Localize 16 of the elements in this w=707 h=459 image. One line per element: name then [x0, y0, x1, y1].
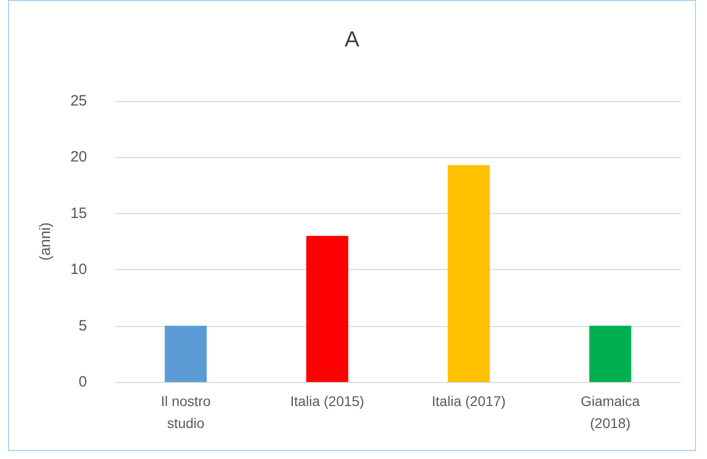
y-tick-label: 0: [78, 374, 87, 390]
chart-title: A: [344, 26, 360, 52]
y-tick-label: 10: [70, 261, 87, 278]
y-tick-label: 25: [70, 92, 87, 110]
bar: [164, 326, 207, 382]
x-tick-label: Il nostro studio: [160, 393, 211, 431]
bar: [589, 326, 632, 382]
y-axis-title: (anni): [37, 222, 54, 261]
bar: [306, 236, 348, 382]
bar: [448, 165, 490, 382]
x-tick-label: Giamaica (2018): [580, 393, 640, 431]
y-tick-label: 20: [70, 148, 87, 166]
x-tick-label: Italia (2017): [432, 393, 506, 409]
y-tick-label: 15: [70, 204, 87, 222]
y-tick-label: 5: [78, 317, 87, 334]
x-tick-label: Italia (2015): [290, 393, 364, 409]
